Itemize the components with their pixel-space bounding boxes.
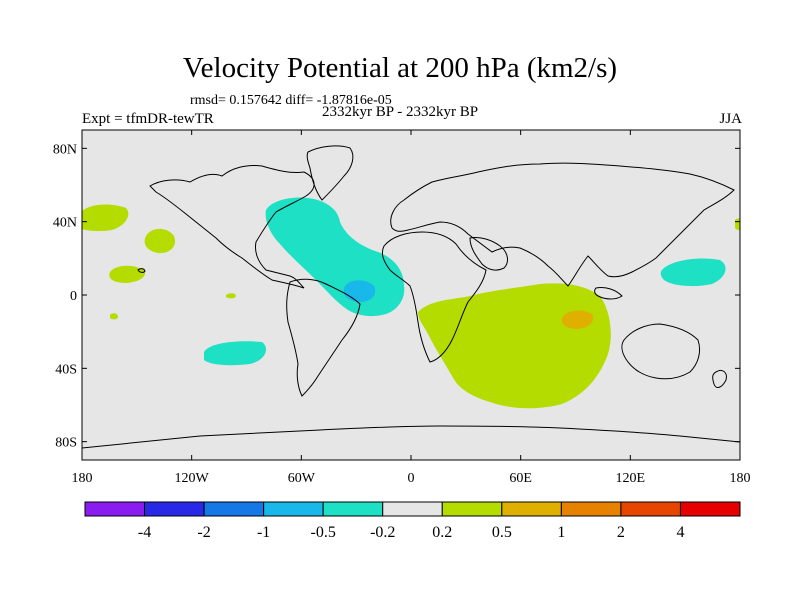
colorbar-label: 1	[557, 524, 565, 541]
coastline-indonesia	[594, 287, 623, 300]
colorbar-box	[679, 501, 741, 517]
colorbar-box	[322, 501, 384, 517]
indian-ocean-positive-region	[418, 283, 611, 409]
colorbar-box	[560, 501, 622, 517]
colorbar-box	[263, 501, 324, 517]
coastline-arabia	[469, 237, 508, 271]
lat-tick-label: 40S	[55, 362, 77, 377]
coastline-new-zealand	[712, 369, 727, 388]
colorbar-box	[84, 501, 146, 517]
longitude-axis: 180 120W 60W 0 60E 120E 180	[72, 130, 751, 486]
colorbar-label: 4	[676, 524, 684, 541]
colorbar-box	[144, 501, 205, 517]
stats-label: rmsd= 0.157642 diff= -1.87816e-05	[190, 93, 392, 108]
tropical-atlantic-core-region	[343, 280, 376, 302]
experiment-label: Expt = tfmDR-tewTR	[82, 111, 214, 127]
indian-ocean-core-region	[561, 310, 594, 329]
lon-tick-label: 0	[408, 471, 415, 486]
west-pacific-negative-region	[660, 258, 726, 287]
latitude-axis: 80N 40N 0 40S 80S	[53, 142, 740, 451]
colorbar-label: 0.5	[492, 524, 512, 541]
lon-tick-label: 60W	[288, 471, 316, 486]
coastline-antarctica	[82, 425, 740, 449]
lat-tick-label: 40N	[53, 216, 77, 231]
north-pacific-positive-region	[82, 204, 129, 232]
colorbar-label: -4	[138, 524, 151, 541]
colorbar-box	[501, 501, 562, 517]
colorbar-box	[203, 501, 265, 517]
south-pacific-negative-region	[204, 341, 266, 366]
colorbar-label: -1	[257, 524, 270, 541]
coastline-eurasia	[390, 162, 735, 287]
coastline-africa	[381, 231, 487, 363]
small-positive-region-1	[226, 293, 236, 299]
colorbar-box	[382, 501, 443, 517]
lon-tick-label: 180	[730, 471, 751, 486]
coastline-australia	[621, 323, 701, 380]
coastline-north-america	[149, 165, 315, 289]
colorbar-label: 2	[617, 524, 625, 541]
lat-tick-label: 80S	[55, 436, 77, 451]
lon-tick-label: 60E	[509, 471, 532, 486]
map-title: Velocity Potential at 200 hPa (km2/s)	[182, 52, 618, 84]
small-positive-region-2	[110, 313, 118, 320]
lat-tick-label: 0	[70, 289, 77, 304]
colorbar-label: -2	[197, 524, 210, 541]
coastlines	[82, 145, 740, 449]
lon-tick-label: 120E	[616, 471, 646, 486]
coastline-hawaii	[137, 268, 146, 273]
colorbar-label: -0.5	[311, 524, 336, 541]
central-pacific-positive-region	[144, 228, 176, 254]
colorbar-label: 0.2	[432, 524, 452, 541]
colorbar-box	[441, 501, 503, 517]
colorbar-label: -0.2	[370, 524, 395, 541]
season-label: JJA	[719, 111, 742, 127]
coastline-south-america	[286, 278, 361, 397]
lon-tick-label: 120W	[175, 471, 210, 486]
subtropical-pacific-positive-region	[109, 265, 146, 283]
period-label: 2332kyr BP - 2332kyr BP	[322, 104, 479, 120]
anomaly-layer	[82, 145, 740, 449]
map-background	[82, 130, 740, 460]
lat-tick-label: 80N	[53, 142, 77, 157]
coastline-greenland	[306, 145, 354, 201]
lon-tick-label: 180	[72, 471, 93, 486]
colorbar-box	[620, 501, 681, 517]
